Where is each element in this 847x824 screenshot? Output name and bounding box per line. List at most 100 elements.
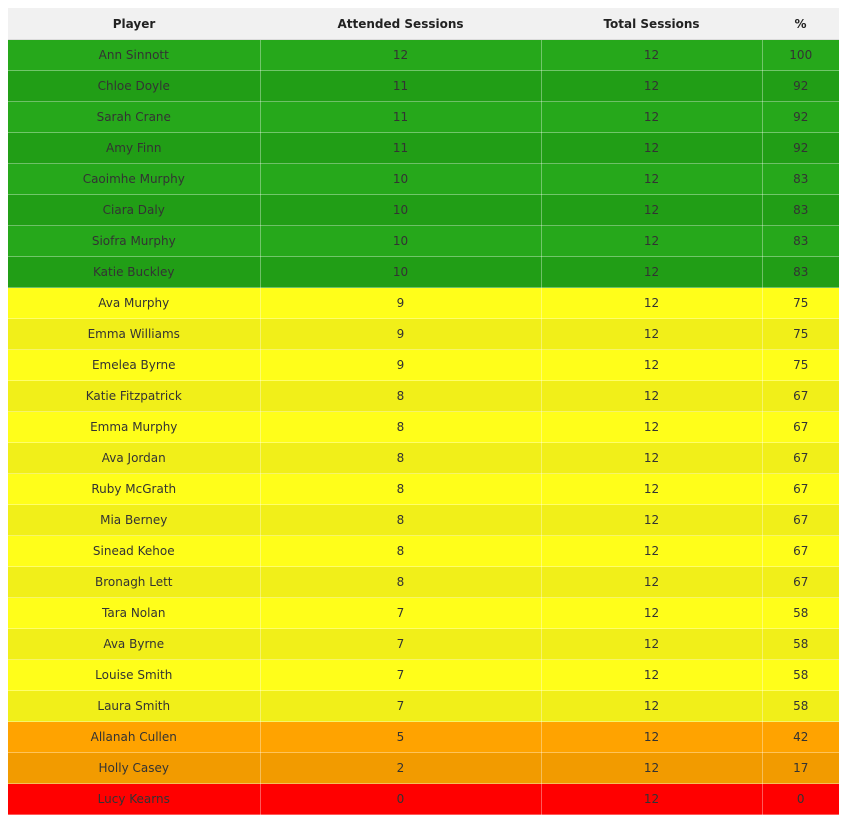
attended-sessions-cell: 10 (260, 163, 542, 195)
table-row: Holly Casey 2 12 17 (8, 752, 839, 784)
total-sessions-cell: 12 (541, 721, 763, 753)
percent-cell: 58 (762, 597, 839, 629)
column-header-percent[interactable]: % (762, 8, 839, 40)
total-sessions-cell: 12 (541, 597, 763, 629)
attended-sessions-cell: 8 (260, 504, 542, 536)
table-row: Ann Sinnott 12 12 100 (8, 39, 839, 71)
table-row: Lucy Kearns 0 12 0 (8, 783, 839, 815)
player-cell: Ava Murphy (8, 287, 261, 319)
player-cell: Bronagh Lett (8, 566, 261, 598)
table-row: Emelea Byrne 9 12 75 (8, 349, 839, 381)
table-row: Siofra Murphy 10 12 83 (8, 225, 839, 257)
attended-sessions-cell: 2 (260, 752, 542, 784)
total-sessions-cell: 12 (541, 659, 763, 691)
attended-sessions-cell: 10 (260, 225, 542, 257)
total-sessions-cell: 12 (541, 101, 763, 133)
percent-cell: 75 (762, 349, 839, 381)
player-cell: Holly Casey (8, 752, 261, 784)
total-sessions-cell: 12 (541, 70, 763, 102)
percent-cell: 75 (762, 287, 839, 319)
attended-sessions-cell: 10 (260, 256, 542, 288)
attended-sessions-cell: 8 (260, 535, 542, 567)
total-sessions-cell: 12 (541, 256, 763, 288)
total-sessions-cell: 12 (541, 690, 763, 722)
attendance-table: Player Attended Sessions Total Sessions … (8, 8, 839, 815)
attended-sessions-cell: 7 (260, 659, 542, 691)
percent-cell: 92 (762, 132, 839, 164)
total-sessions-cell: 12 (541, 535, 763, 567)
attended-sessions-cell: 11 (260, 132, 542, 164)
percent-cell: 92 (762, 101, 839, 133)
total-sessions-cell: 12 (541, 163, 763, 195)
percent-cell: 58 (762, 690, 839, 722)
table-row: Ava Jordan 8 12 67 (8, 442, 839, 474)
player-cell: Sinead Kehoe (8, 535, 261, 567)
attended-sessions-cell: 7 (260, 690, 542, 722)
player-cell: Ruby McGrath (8, 473, 261, 505)
player-cell: Emma Murphy (8, 411, 261, 443)
total-sessions-cell: 12 (541, 473, 763, 505)
percent-cell: 67 (762, 411, 839, 443)
percent-cell: 83 (762, 256, 839, 288)
table-row: Ava Byrne 7 12 58 (8, 628, 839, 660)
table-row: Chloe Doyle 11 12 92 (8, 70, 839, 102)
total-sessions-cell: 12 (541, 349, 763, 381)
table-row: Sinead Kehoe 8 12 67 (8, 535, 839, 567)
table-row: Tara Nolan 7 12 58 (8, 597, 839, 629)
player-cell: Ciara Daly (8, 194, 261, 226)
player-cell: Amy Finn (8, 132, 261, 164)
player-cell: Lucy Kearns (8, 783, 261, 815)
total-sessions-cell: 12 (541, 783, 763, 815)
attended-sessions-cell: 12 (260, 39, 542, 71)
player-cell: Ann Sinnott (8, 39, 261, 71)
table-row: Caoimhe Murphy 10 12 83 (8, 163, 839, 195)
table-row: Mia Berney 8 12 67 (8, 504, 839, 536)
total-sessions-cell: 12 (541, 287, 763, 319)
column-header-player[interactable]: Player (8, 8, 260, 40)
player-cell: Ava Byrne (8, 628, 261, 660)
table-row: Ava Murphy 9 12 75 (8, 287, 839, 319)
percent-cell: 58 (762, 628, 839, 660)
attended-sessions-cell: 8 (260, 473, 542, 505)
total-sessions-cell: 12 (541, 566, 763, 598)
percent-cell: 17 (762, 752, 839, 784)
attended-sessions-cell: 10 (260, 194, 542, 226)
column-header-attended-sessions[interactable]: Attended Sessions (260, 8, 541, 40)
total-sessions-cell: 12 (541, 504, 763, 536)
table-header: Player Attended Sessions Total Sessions … (8, 8, 839, 40)
player-cell: Katie Buckley (8, 256, 261, 288)
total-sessions-cell: 12 (541, 132, 763, 164)
attended-sessions-cell: 5 (260, 721, 542, 753)
attended-sessions-cell: 0 (260, 783, 542, 815)
player-cell: Emma Williams (8, 318, 261, 350)
total-sessions-cell: 12 (541, 628, 763, 660)
table-row: Louise Smith 7 12 58 (8, 659, 839, 691)
table-row: Sarah Crane 11 12 92 (8, 101, 839, 133)
table-row: Allanah Cullen 5 12 42 (8, 721, 839, 753)
attended-sessions-cell: 7 (260, 628, 542, 660)
player-cell: Ava Jordan (8, 442, 261, 474)
table-row: Bronagh Lett 8 12 67 (8, 566, 839, 598)
percent-cell: 67 (762, 380, 839, 412)
column-header-total-sessions[interactable]: Total Sessions (541, 8, 762, 40)
player-cell: Katie Fitzpatrick (8, 380, 261, 412)
attended-sessions-cell: 7 (260, 597, 542, 629)
percent-cell: 83 (762, 163, 839, 195)
percent-cell: 67 (762, 566, 839, 598)
player-cell: Mia Berney (8, 504, 261, 536)
attended-sessions-cell: 9 (260, 349, 542, 381)
percent-cell: 83 (762, 225, 839, 257)
percent-cell: 67 (762, 473, 839, 505)
player-cell: Tara Nolan (8, 597, 261, 629)
percent-cell: 100 (762, 39, 839, 71)
total-sessions-cell: 12 (541, 442, 763, 474)
percent-cell: 75 (762, 318, 839, 350)
attended-sessions-cell: 8 (260, 411, 542, 443)
attended-sessions-cell: 11 (260, 70, 542, 102)
percent-cell: 67 (762, 504, 839, 536)
total-sessions-cell: 12 (541, 318, 763, 350)
table-row: Amy Finn 11 12 92 (8, 132, 839, 164)
table-row: Laura Smith 7 12 58 (8, 690, 839, 722)
attended-sessions-cell: 11 (260, 101, 542, 133)
player-cell: Sarah Crane (8, 101, 261, 133)
